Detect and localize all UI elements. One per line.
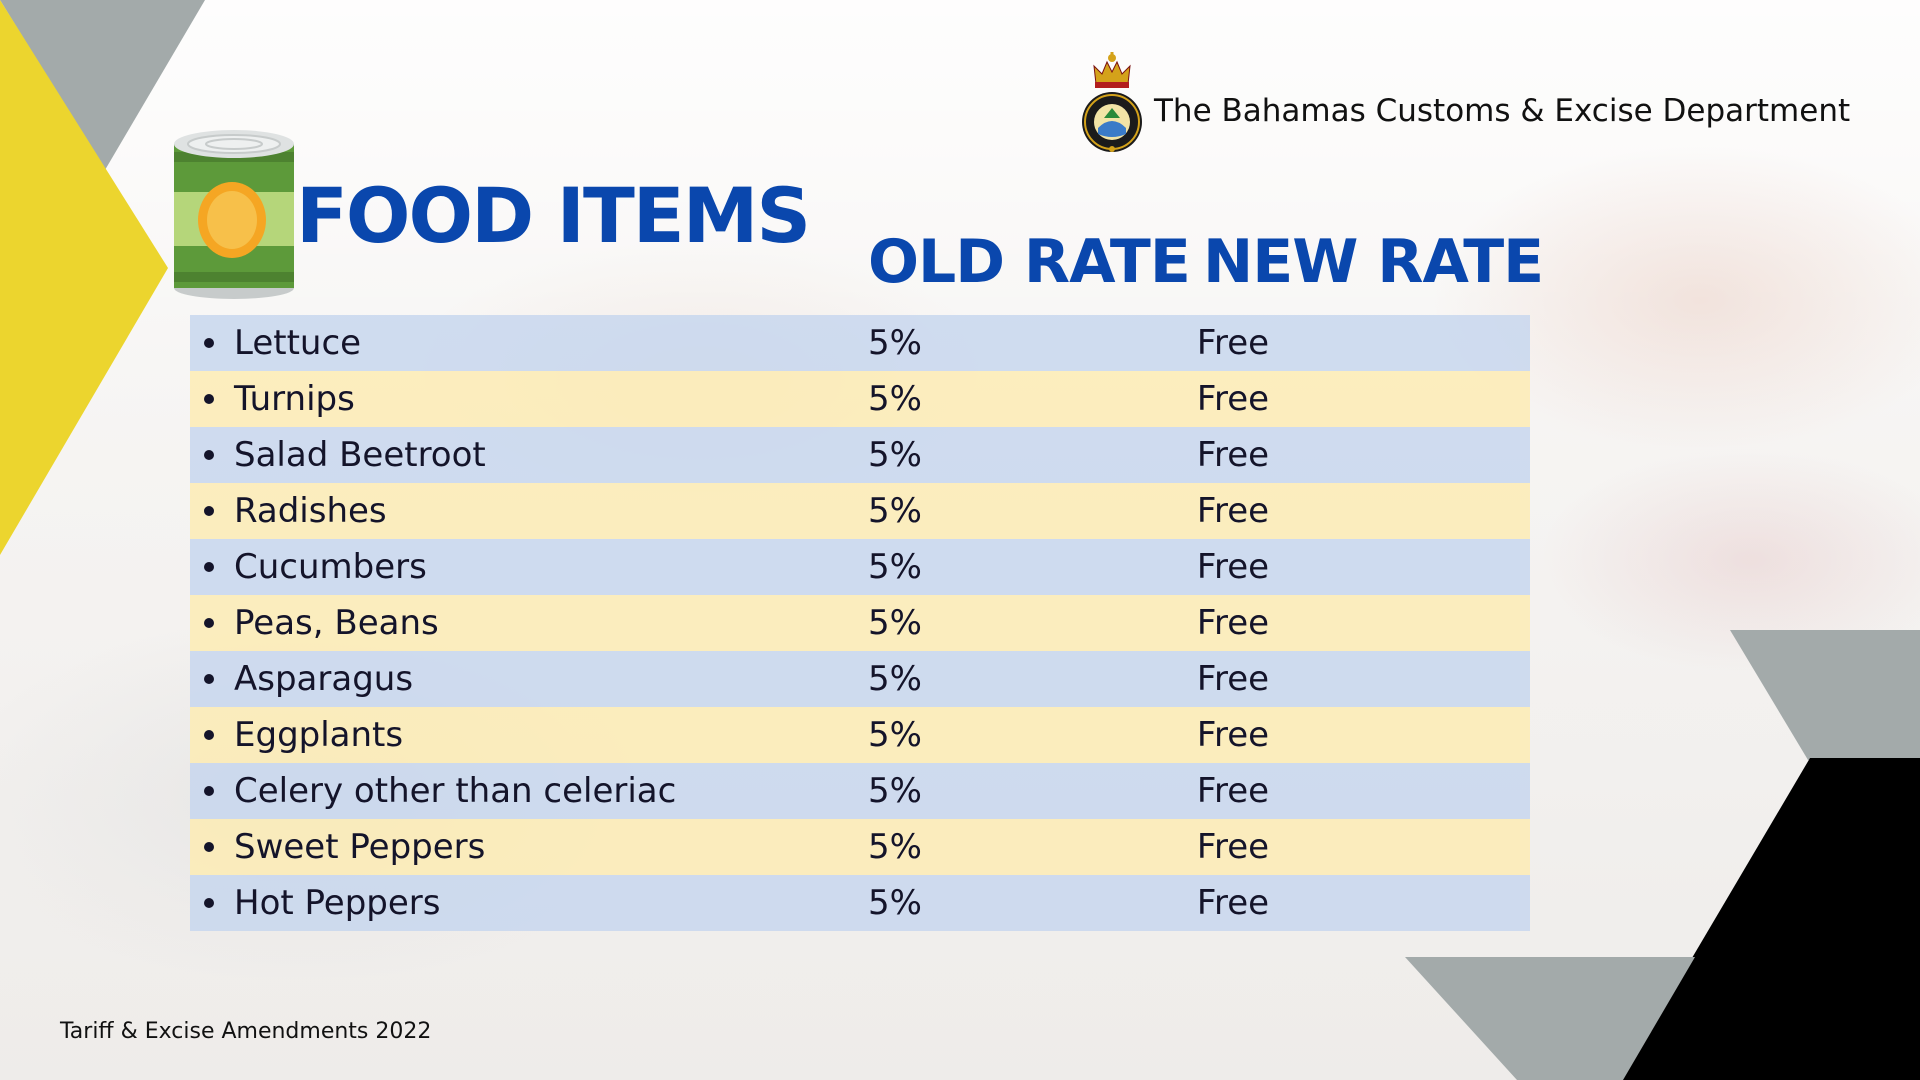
item-name: Eggplants (234, 715, 404, 755)
old-rate-value: 5% (868, 547, 922, 587)
old-rate-value: 5% (868, 491, 922, 531)
page-title: FOOD ITEMS (296, 171, 811, 260)
item-name: Asparagus (234, 659, 414, 699)
item-name: Cucumbers (234, 547, 427, 587)
old-rate-value: 5% (868, 883, 922, 923)
old-rate-value: 5% (868, 603, 922, 643)
new-rate-value: Free (1196, 827, 1270, 867)
bullet-icon (204, 562, 214, 572)
rates-table: Lettuce 5% Free Turnips 5% Free Salad Be… (190, 315, 1530, 931)
table-row: Celery other than celeriac 5% Free (190, 763, 1530, 819)
new-rate-value: Free (1196, 435, 1270, 475)
column-header-new-rate: NEW RATE (1203, 227, 1544, 297)
item-name: Celery other than celeriac (234, 771, 677, 811)
new-rate-value: Free (1196, 491, 1270, 531)
table-row: Hot Peppers 5% Free (190, 875, 1530, 931)
new-rate-value: Free (1196, 659, 1270, 699)
item-name: Hot Peppers (234, 883, 441, 923)
bullet-icon (204, 730, 214, 740)
item-name: Radishes (234, 491, 387, 531)
item-name: Lettuce (234, 323, 362, 363)
brand-header: The Bahamas Customs & Excise Department (1074, 44, 1850, 154)
bullet-icon (204, 618, 214, 628)
old-rate-value: 5% (868, 827, 922, 867)
new-rate-value: Free (1196, 715, 1270, 755)
footer-caption: Tariff & Excise Amendments 2022 (60, 1019, 432, 1044)
bullet-icon (204, 898, 214, 908)
item-name: Salad Beetroot (234, 435, 486, 475)
old-rate-value: 5% (868, 435, 922, 475)
food-can-icon (174, 130, 294, 299)
item-name: Peas, Beans (234, 603, 439, 643)
old-rate-value: 5% (868, 323, 922, 363)
new-rate-value: Free (1196, 379, 1270, 419)
table-row: Radishes 5% Free (190, 483, 1530, 539)
new-rate-value: Free (1196, 883, 1270, 923)
table-row: Sweet Peppers 5% Free (190, 819, 1530, 875)
new-rate-value: Free (1196, 603, 1270, 643)
bullet-icon (204, 394, 214, 404)
item-name: Turnips (234, 379, 355, 419)
table-row: Turnips 5% Free (190, 371, 1530, 427)
old-rate-value: 5% (868, 379, 922, 419)
bullet-icon (204, 338, 214, 348)
old-rate-value: 5% (868, 715, 922, 755)
column-header-old-rate: OLD RATE (868, 227, 1191, 297)
old-rate-value: 5% (868, 771, 922, 811)
bullet-icon (204, 674, 214, 684)
bullet-icon (204, 450, 214, 460)
bullet-icon (204, 842, 214, 852)
item-name: Sweet Peppers (234, 827, 486, 867)
table-row: Eggplants 5% Free (190, 707, 1530, 763)
table-row: Lettuce 5% Free (190, 315, 1530, 371)
old-rate-value: 5% (868, 659, 922, 699)
table-row: Cucumbers 5% Free (190, 539, 1530, 595)
new-rate-value: Free (1196, 547, 1270, 587)
department-name: The Bahamas Customs & Excise Department (1154, 93, 1851, 129)
new-rate-value: Free (1196, 323, 1270, 363)
bullet-icon (204, 786, 214, 796)
table-row: Peas, Beans 5% Free (190, 595, 1530, 651)
table-row: Asparagus 5% Free (190, 651, 1530, 707)
bullet-icon (204, 506, 214, 516)
customs-seal-icon (1082, 52, 1142, 152)
table-row: Salad Beetroot 5% Free (190, 427, 1530, 483)
new-rate-value: Free (1196, 771, 1270, 811)
